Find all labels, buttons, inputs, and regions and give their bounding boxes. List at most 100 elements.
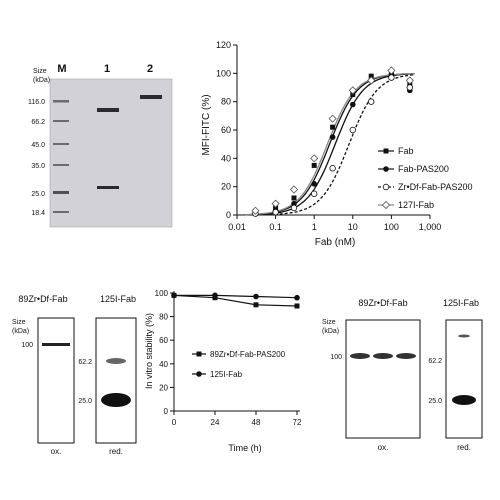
i-blot-band-lower <box>101 393 131 407</box>
marker-band <box>53 164 69 166</box>
legend-item: Fab-PAS200 <box>398 164 449 174</box>
left-blot-panel: 89Zr•Df-Fab 125I-Fab Size (kDa) 100 ox. … <box>12 294 137 456</box>
blot-marker-label: 62.2 <box>428 358 442 365</box>
marker-band <box>53 191 69 194</box>
lane-label-m: M <box>57 63 66 75</box>
x-tick-label: 1 <box>312 222 317 232</box>
chart1-y-ticks: 0 20 40 60 80 100 120 <box>216 40 237 220</box>
chart2-xlabel: Time (h) <box>228 443 261 453</box>
data-point-diamond <box>271 199 280 208</box>
data-point-open-circle <box>406 84 414 91</box>
data-point-square <box>273 205 279 211</box>
lane-label-1: 1 <box>104 63 110 75</box>
data-point-open-circle <box>368 98 375 105</box>
data-point-diamond <box>405 76 414 85</box>
data-point-circle <box>212 292 218 299</box>
stability-chart: In vitro stability (%) Time (h) 0 20 40 60 8… <box>144 289 302 453</box>
x-tick-label: 0 <box>172 418 177 427</box>
data-point-diamond <box>328 114 337 123</box>
data-point-diamond <box>387 66 396 75</box>
lane-label-2: 2 <box>147 63 153 75</box>
data-point-open-circle <box>272 208 279 216</box>
i-blot-caption: red. <box>457 443 471 452</box>
data-point-circle <box>171 292 177 299</box>
chart1-ylabel: MFI-FITC (%) <box>201 94 212 155</box>
marker-label: 45.0 <box>31 142 45 149</box>
right-blot-panel: 89Zr•Df-Fab 125I-Fab Size (kDa) 100 ox. … <box>322 298 483 452</box>
chart1-points <box>251 66 414 217</box>
i-blot-band-upper <box>458 334 470 338</box>
data-point-square <box>368 73 374 79</box>
chart2-ylabel: In vitro stability (%) <box>144 313 154 389</box>
gel-size-label: Size <box>33 68 47 75</box>
sds-page-gel-panel: Size (kDa) M 1 2 116.0 66.2 45.0 35.0 25… <box>28 63 173 228</box>
chart1-x-ticks: 0.01 0.1 1 10 100 1,000 <box>228 215 441 232</box>
chart2-lines <box>171 292 300 309</box>
data-point-square <box>350 92 356 98</box>
data-point-diamond <box>367 76 376 85</box>
legend-item: Zr•Df-Fab-PAS200 <box>398 182 473 192</box>
i-blot-band-upper <box>106 358 126 364</box>
chart1-xlabel: Fab (nM) <box>315 237 356 248</box>
marker-band <box>53 211 69 213</box>
data-point-open-circle <box>329 165 336 172</box>
blot-size-label: Size <box>322 319 336 326</box>
zr-blot-title: 89Zr•Df-Fab <box>358 298 407 308</box>
data-point-open-circle <box>310 190 318 197</box>
marker-label: 35.0 <box>31 163 45 170</box>
y-tick-label: 20 <box>221 182 231 192</box>
legend-item: Fab <box>398 146 414 156</box>
legend-square-marker <box>383 148 389 154</box>
x-tick-label: 100 <box>384 222 399 232</box>
i-blot-title: 125I-Fab <box>100 294 136 304</box>
i-blot-lane <box>445 319 483 439</box>
chart1-legend: Fab Fab-PAS200 Zr•Df-Fab-PAS200 127I-Fab <box>378 146 473 210</box>
marker-label: 18.4 <box>31 210 45 217</box>
i-blot-lane <box>95 317 137 444</box>
y-tick-label: 100 <box>155 289 169 298</box>
blot-size-label: Size <box>12 319 26 326</box>
gel-unit-label: (kDa) <box>33 77 50 84</box>
zr-blot-lane <box>37 317 75 444</box>
zr-blot-band <box>42 343 70 346</box>
data-point-open-circle <box>290 204 298 212</box>
data-point-circle <box>253 293 259 300</box>
legend-square-marker <box>196 351 202 357</box>
gel-background <box>49 78 173 228</box>
y-tick-label: 80 <box>159 313 168 322</box>
blot-unit-label: (kDa) <box>322 328 339 335</box>
lane-1-heavy-band <box>97 108 119 112</box>
data-point-diamond <box>310 154 319 163</box>
data-point-square <box>253 302 259 308</box>
zr-blot-band <box>396 353 416 359</box>
legend-item: 125I-Fab <box>210 370 243 379</box>
x-tick-label: 0.1 <box>269 222 282 232</box>
blot-marker-label: 100 <box>330 354 342 361</box>
x-tick-label: 10 <box>348 222 358 232</box>
data-point-diamond <box>251 206 260 215</box>
chart2-y-ticks: 0 20 40 60 80 100 <box>155 289 174 416</box>
blot-marker-label: 25.0 <box>78 398 92 405</box>
x-tick-label: 0.01 <box>228 222 246 232</box>
fit-curve <box>244 73 415 216</box>
marker-label: 25.0 <box>31 191 45 198</box>
y-tick-label: 40 <box>221 153 231 163</box>
data-point-square <box>291 195 297 201</box>
chart2-legend: 89Zr•Df-Fab-PAS200 125I-Fab <box>192 350 286 379</box>
data-point-square <box>294 303 300 309</box>
x-tick-label: 72 <box>293 418 302 427</box>
i-blot-title: 125I-Fab <box>443 298 479 308</box>
binding-curve-chart: MFI-FITC (%) Fab (nM) 0 20 40 60 80 100 120 0.… <box>201 40 473 248</box>
data-point-square <box>311 162 317 168</box>
legend-circle-marker <box>196 371 202 377</box>
data-point-open-circle <box>349 126 356 134</box>
y-tick-label: 60 <box>221 125 231 135</box>
legend-open-circle-marker <box>382 183 390 191</box>
marker-band <box>53 143 69 145</box>
data-point-circle <box>350 101 356 108</box>
lane-1-light-band <box>97 186 119 189</box>
x-tick-label: 48 <box>252 418 261 427</box>
y-tick-label: 120 <box>216 40 231 50</box>
data-point-circle <box>294 294 300 301</box>
zr-blot-caption: ox. <box>51 447 62 456</box>
